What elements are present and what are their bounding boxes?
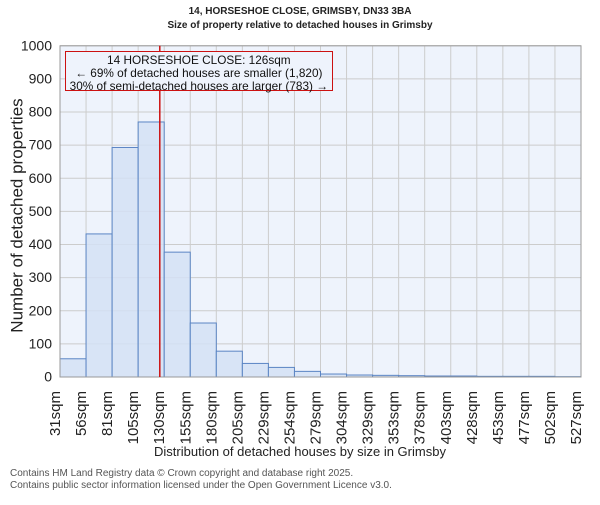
svg-text:403sqm: 403sqm [438, 391, 455, 444]
svg-text:400: 400 [29, 236, 53, 252]
svg-text:200: 200 [29, 302, 53, 318]
svg-text:56sqm: 56sqm [73, 391, 90, 436]
svg-text:31sqm: 31sqm [47, 391, 64, 436]
svg-text:254sqm: 254sqm [281, 391, 298, 444]
svg-text:378sqm: 378sqm [412, 391, 429, 444]
svg-text:428sqm: 428sqm [464, 391, 481, 444]
svg-text:304sqm: 304sqm [334, 391, 351, 444]
svg-text:279sqm: 279sqm [308, 391, 325, 444]
svg-text:81sqm: 81sqm [99, 391, 116, 436]
svg-text:527sqm: 527sqm [568, 391, 585, 444]
svg-text:502sqm: 502sqm [542, 391, 559, 444]
svg-text:353sqm: 353sqm [386, 391, 403, 444]
svg-text:800: 800 [29, 104, 53, 120]
svg-text:105sqm: 105sqm [125, 391, 142, 444]
svg-text:900: 900 [29, 70, 53, 86]
svg-text:1000: 1000 [21, 37, 52, 53]
svg-text:477sqm: 477sqm [516, 391, 533, 444]
svg-text:329sqm: 329sqm [360, 391, 377, 444]
svg-text:600: 600 [29, 170, 53, 186]
svg-text:700: 700 [29, 137, 53, 153]
svg-text:229sqm: 229sqm [255, 391, 272, 444]
svg-text:205sqm: 205sqm [229, 391, 246, 444]
svg-text:0: 0 [44, 369, 52, 385]
svg-text:300: 300 [29, 269, 53, 285]
svg-text:100: 100 [29, 335, 53, 351]
svg-text:130sqm: 130sqm [151, 391, 168, 444]
svg-text:180sqm: 180sqm [203, 391, 220, 444]
svg-text:500: 500 [29, 203, 53, 219]
svg-text:155sqm: 155sqm [177, 391, 194, 444]
svg-text:453sqm: 453sqm [490, 391, 507, 444]
